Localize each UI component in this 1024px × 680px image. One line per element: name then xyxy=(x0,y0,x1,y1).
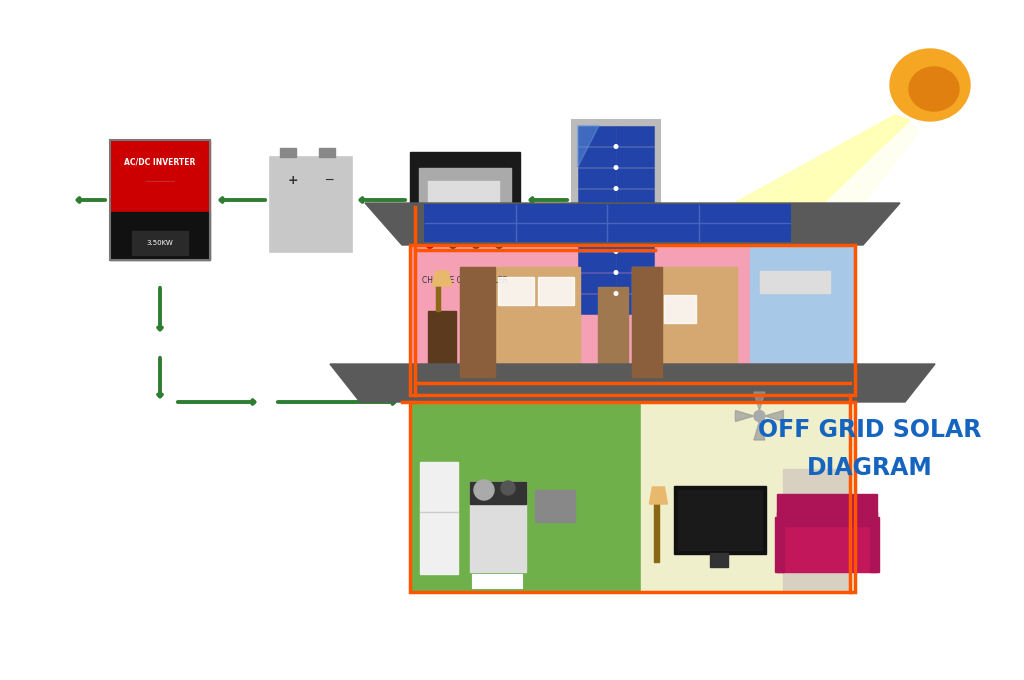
Bar xyxy=(664,295,696,323)
Bar xyxy=(410,245,855,395)
Bar xyxy=(132,231,188,255)
Bar xyxy=(578,168,615,188)
Circle shape xyxy=(474,480,494,500)
Bar xyxy=(616,168,654,188)
Text: DIAGRAM: DIAGRAM xyxy=(807,456,933,480)
Bar xyxy=(472,574,522,588)
Bar xyxy=(410,402,855,592)
Bar xyxy=(777,512,878,572)
Bar xyxy=(616,147,654,167)
Bar xyxy=(460,267,495,377)
Text: ─: ─ xyxy=(326,174,333,187)
Bar xyxy=(280,148,296,157)
Bar xyxy=(783,469,850,592)
Circle shape xyxy=(614,166,617,169)
Bar xyxy=(675,486,766,554)
Bar xyxy=(578,126,615,146)
Bar xyxy=(428,181,499,216)
Bar xyxy=(538,277,574,305)
Bar xyxy=(425,205,790,241)
Bar xyxy=(410,245,855,395)
Bar xyxy=(410,152,520,262)
Bar xyxy=(775,517,784,572)
Bar xyxy=(632,267,737,377)
Bar xyxy=(616,210,654,230)
Bar xyxy=(535,490,575,522)
Circle shape xyxy=(754,411,765,422)
Polygon shape xyxy=(365,203,900,245)
Bar xyxy=(616,231,654,251)
Bar xyxy=(428,311,456,373)
Bar xyxy=(572,120,660,320)
Text: CHARGE CONTROLLER: CHARGE CONTROLLER xyxy=(422,275,508,284)
Bar xyxy=(578,231,615,251)
Text: ───────: ─────── xyxy=(145,179,175,185)
Circle shape xyxy=(614,271,617,274)
Bar xyxy=(760,271,830,293)
Bar xyxy=(578,252,615,272)
Bar xyxy=(436,283,440,311)
Ellipse shape xyxy=(890,49,970,121)
Ellipse shape xyxy=(909,67,959,111)
Bar xyxy=(777,494,878,526)
Circle shape xyxy=(614,250,617,254)
Circle shape xyxy=(472,241,480,248)
Bar xyxy=(410,402,641,592)
Circle shape xyxy=(614,187,617,190)
Bar xyxy=(420,462,458,574)
Bar xyxy=(616,294,654,314)
Circle shape xyxy=(614,228,617,233)
Bar xyxy=(578,273,615,293)
Bar xyxy=(470,482,526,572)
Bar xyxy=(110,140,210,212)
Text: AC/DC INVERTER: AC/DC INVERTER xyxy=(124,157,196,166)
Polygon shape xyxy=(615,115,920,390)
Circle shape xyxy=(614,292,617,295)
Bar xyxy=(711,553,728,567)
Bar xyxy=(616,252,654,272)
Bar xyxy=(470,482,526,504)
Circle shape xyxy=(501,481,515,495)
Bar xyxy=(616,273,654,293)
Bar xyxy=(110,140,210,260)
Circle shape xyxy=(450,241,457,248)
Bar xyxy=(616,126,654,146)
Polygon shape xyxy=(432,271,452,286)
Bar xyxy=(578,147,615,167)
Polygon shape xyxy=(765,411,783,422)
Bar xyxy=(678,490,763,550)
Circle shape xyxy=(477,481,490,495)
Bar xyxy=(632,267,662,377)
Polygon shape xyxy=(578,126,599,167)
Bar xyxy=(110,212,210,260)
Text: 3.50KW: 3.50KW xyxy=(146,240,173,246)
Bar xyxy=(578,189,615,209)
Bar xyxy=(598,287,628,367)
Bar xyxy=(578,294,615,314)
Polygon shape xyxy=(735,411,754,422)
Circle shape xyxy=(496,241,503,248)
Text: OFF GRID SOLAR: OFF GRID SOLAR xyxy=(759,418,982,442)
Circle shape xyxy=(614,145,617,148)
Bar xyxy=(498,277,534,305)
Bar xyxy=(654,497,659,562)
Text: +: + xyxy=(288,174,298,187)
Bar xyxy=(460,267,580,377)
Circle shape xyxy=(426,241,433,248)
Bar xyxy=(870,517,880,572)
Polygon shape xyxy=(754,392,765,411)
Bar xyxy=(319,148,335,157)
Bar xyxy=(641,402,855,592)
Circle shape xyxy=(614,207,617,211)
Bar xyxy=(270,157,352,252)
Bar xyxy=(578,210,615,230)
Bar xyxy=(419,169,511,229)
Polygon shape xyxy=(630,115,910,340)
Polygon shape xyxy=(649,487,668,504)
Polygon shape xyxy=(754,422,765,440)
Bar xyxy=(616,189,654,209)
Bar xyxy=(750,245,855,395)
Polygon shape xyxy=(330,364,935,402)
